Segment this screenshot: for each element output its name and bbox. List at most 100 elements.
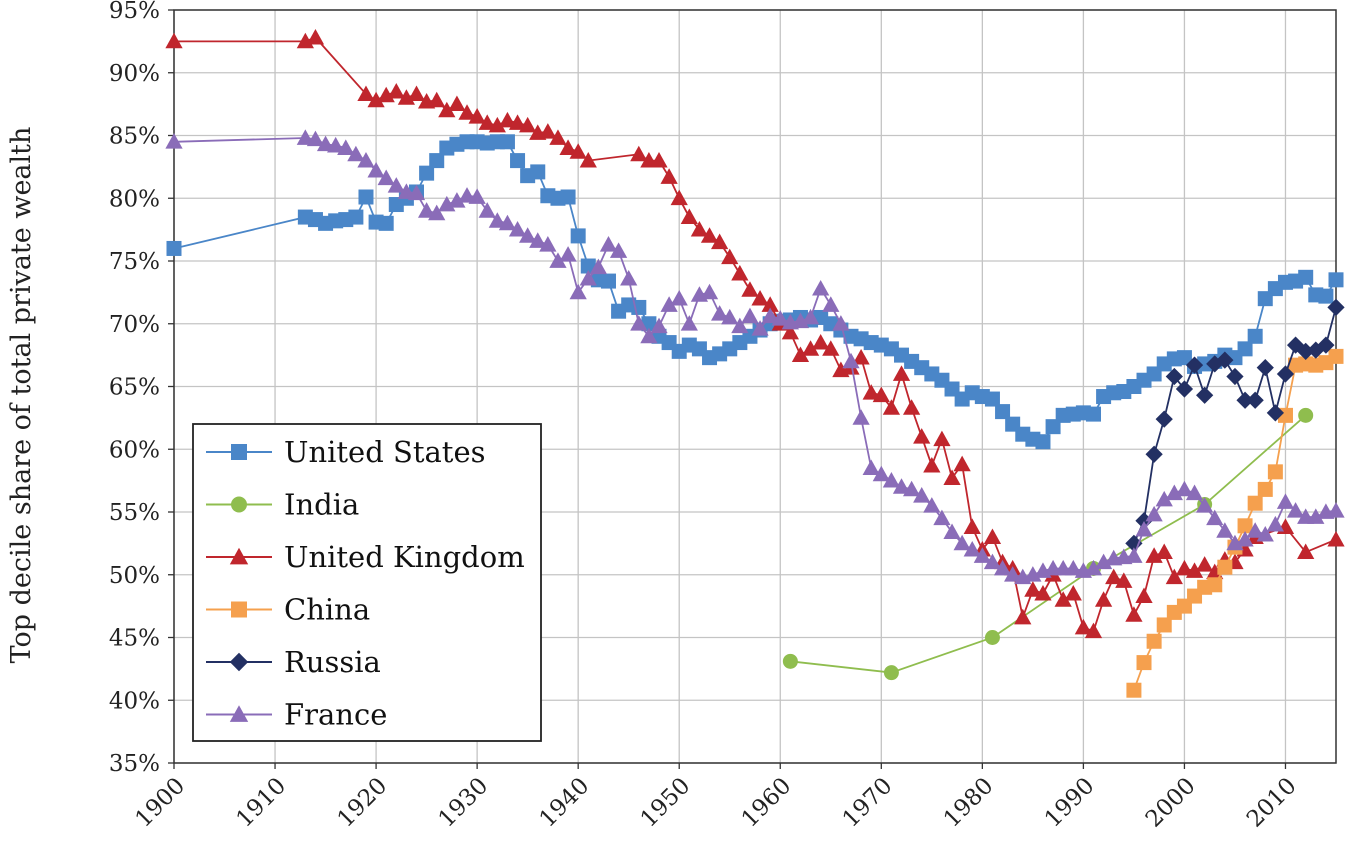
data-point [993, 559, 1012, 576]
data-point [983, 553, 1002, 570]
data-point [1155, 543, 1173, 560]
data-point [367, 162, 385, 178]
y-tick-label: 75% [109, 249, 160, 275]
data-point [882, 399, 901, 415]
data-point [872, 465, 890, 482]
data-point [1004, 566, 1022, 582]
x-tick-label: 1950 [636, 773, 696, 833]
data-point [1085, 406, 1101, 422]
data-point [549, 252, 567, 268]
data-point [1256, 359, 1274, 377]
data-point [882, 472, 901, 488]
data-point [640, 327, 658, 344]
data-point [327, 136, 345, 153]
data-point [488, 116, 506, 133]
data-point [933, 430, 951, 447]
data-point [377, 169, 395, 186]
data-point [731, 317, 749, 334]
data-point [892, 478, 911, 494]
data-point [1155, 410, 1173, 428]
data-point [751, 320, 769, 336]
data-point [579, 269, 597, 286]
data-point [1054, 591, 1072, 607]
data-point [468, 188, 486, 204]
data-point [529, 232, 547, 248]
data-point [599, 236, 618, 252]
data-point [1156, 617, 1172, 633]
data-point [943, 469, 961, 486]
legend-item: India [206, 488, 359, 522]
data-point [1136, 655, 1152, 671]
data-point [1216, 351, 1234, 369]
data-point [862, 459, 880, 475]
data-point [1125, 606, 1143, 622]
data-point [458, 187, 476, 203]
data-point [1175, 480, 1194, 497]
data-point [761, 307, 779, 324]
data-point [1064, 584, 1082, 601]
data-point [842, 352, 860, 369]
data-point [1216, 522, 1234, 538]
x-tick-label: 1980 [939, 773, 999, 833]
data-point [569, 283, 587, 300]
data-point [231, 444, 247, 460]
data-point [1297, 342, 1315, 360]
legend-box [192, 423, 542, 742]
data-point [609, 242, 628, 258]
data-point [711, 305, 729, 321]
data-point [229, 652, 249, 672]
data-point [549, 129, 567, 145]
data-point [943, 523, 961, 539]
data-point [883, 665, 899, 681]
data-point [801, 340, 820, 356]
data-point [963, 518, 981, 534]
data-point [499, 134, 515, 150]
series-china [1126, 348, 1344, 698]
data-point [165, 32, 183, 49]
legend-label: France [284, 698, 387, 732]
x-tick-label: 1910 [232, 773, 292, 833]
data-point [892, 365, 911, 381]
series-russia [1125, 298, 1345, 552]
y-tick-label: 60% [109, 437, 160, 463]
data-point [1196, 556, 1214, 572]
legend: United States India United Kingdom China Rus… [192, 423, 542, 742]
data-point [983, 528, 1002, 544]
data-point [1125, 534, 1143, 552]
data-point [508, 221, 527, 237]
data-point [933, 509, 951, 526]
data-point [1327, 530, 1345, 547]
data-point [984, 630, 1000, 645]
data-point [1236, 530, 1254, 547]
data-point [741, 307, 759, 324]
y-tick-label: 90% [109, 61, 160, 87]
data-point [337, 139, 355, 155]
data-point [428, 91, 446, 108]
data-point [902, 399, 921, 415]
data-point [1266, 404, 1284, 422]
legend-item: United Kingdom [206, 540, 525, 574]
data-point [407, 85, 426, 101]
data-point [488, 212, 506, 228]
data-point [1115, 572, 1133, 588]
y-tick-label: 50% [109, 563, 160, 589]
data-point [913, 428, 931, 444]
data-point [711, 233, 729, 250]
data-point [348, 209, 364, 225]
legend-label: United Kingdom [284, 540, 525, 574]
data-point [468, 108, 486, 124]
data-point [165, 133, 183, 149]
data-point [539, 236, 557, 252]
data-point [1165, 568, 1183, 585]
data-point [530, 164, 546, 180]
data-point [1135, 520, 1153, 537]
x-tick-label: 1920 [333, 773, 393, 833]
data-point [1094, 591, 1113, 607]
y-tick-label: 80% [109, 186, 160, 212]
data-point [1267, 464, 1283, 480]
data-point [822, 340, 840, 356]
data-point [690, 221, 709, 237]
data-point [510, 153, 526, 169]
x-tick-label: 2000 [1141, 773, 1201, 833]
